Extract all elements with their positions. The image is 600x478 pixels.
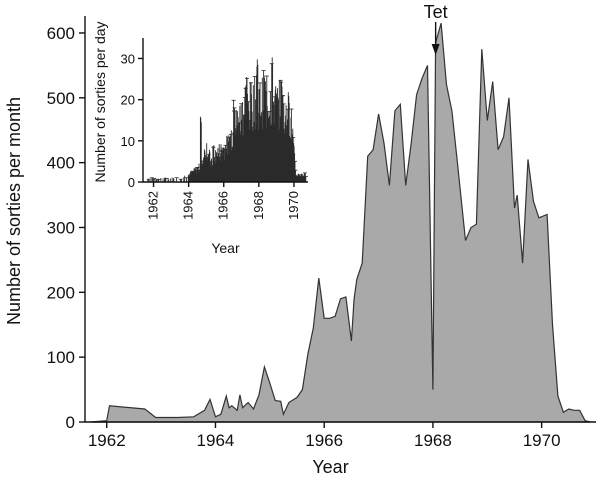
inset-x-tick-label: 1968 — [251, 191, 266, 220]
main-y-axis-title: Number of sorties per month — [4, 97, 24, 325]
inset-chart: 0 10 20 30 1962 1964 1966 1968 1970 Year Number… — [92, 21, 308, 256]
inset-x-tick-label: 1962 — [146, 191, 161, 220]
main-y-ticks: 0 100 200 300 400 500 600 — [47, 24, 85, 432]
main-x-tick-label: 1970 — [523, 431, 561, 450]
main-x-ticks: 1962 1964 1966 1968 1970 — [88, 422, 561, 450]
inset-x-axis-title: Year — [211, 240, 240, 256]
tet-annotation: Tet — [424, 2, 448, 55]
main-x-tick-label: 1968 — [414, 431, 452, 450]
inset-x-tick-label: 1966 — [216, 191, 231, 220]
main-x-tick-label: 1962 — [88, 431, 126, 450]
main-y-tick-label: 0 — [66, 413, 75, 432]
inset-y-ticks: 0 10 20 30 — [121, 51, 143, 190]
inset-y-tick-label: 30 — [121, 51, 135, 66]
inset-x-tick-label: 1964 — [181, 191, 196, 220]
inset-x-tick-label: 1970 — [286, 191, 301, 220]
main-y-tick-label: 600 — [47, 24, 75, 43]
inset-y-tick-label: 20 — [121, 93, 135, 108]
inset-y-tick-label: 10 — [121, 134, 135, 149]
main-x-axis-title: Year — [312, 457, 348, 477]
main-x-tick-label: 1964 — [197, 431, 235, 450]
inset-bars — [146, 57, 308, 182]
tet-label: Tet — [424, 2, 448, 22]
main-x-tick-label: 1966 — [305, 431, 343, 450]
main-y-tick-label: 100 — [47, 348, 75, 367]
main-y-tick-label: 300 — [47, 218, 75, 237]
main-y-tick-label: 400 — [47, 154, 75, 173]
tet-arrow-head — [431, 44, 440, 55]
main-y-tick-label: 500 — [47, 89, 75, 108]
main-y-tick-label: 200 — [47, 283, 75, 302]
inset-y-axis-title: Number of sorties per day — [92, 21, 108, 182]
inset-y-tick-label: 0 — [128, 175, 135, 190]
main-series-area — [90, 23, 591, 423]
inset-x-ticks: 1962 1964 1966 1968 1970 — [146, 182, 301, 220]
